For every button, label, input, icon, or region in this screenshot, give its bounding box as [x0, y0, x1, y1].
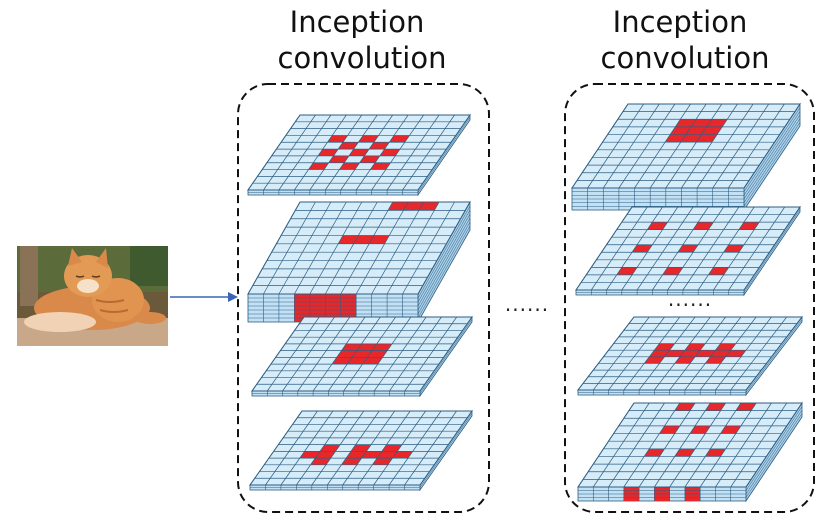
- between-ellipsis: ......: [505, 292, 549, 316]
- column2-container: [564, 83, 815, 513]
- column1-layer-2: [247, 200, 471, 324]
- column1-title-line1: Inception: [290, 5, 425, 39]
- column2-title-line2: convolution: [601, 41, 770, 75]
- cat-photo: [17, 246, 168, 346]
- column1-layer-4: [249, 409, 473, 492]
- column2-layer-1: [571, 102, 801, 212]
- column1-layer-3: [251, 315, 473, 398]
- column2-layer-3: [576, 315, 804, 397]
- column1-layer-1: [247, 113, 471, 197]
- column2-title-line1: Inception: [613, 5, 748, 39]
- column2-layer-4: [577, 401, 803, 503]
- column1-title-line2: convolution: [278, 41, 447, 75]
- column1-container: [237, 83, 490, 513]
- column2-layer-2: [575, 205, 801, 297]
- feature-layers: [247, 102, 804, 503]
